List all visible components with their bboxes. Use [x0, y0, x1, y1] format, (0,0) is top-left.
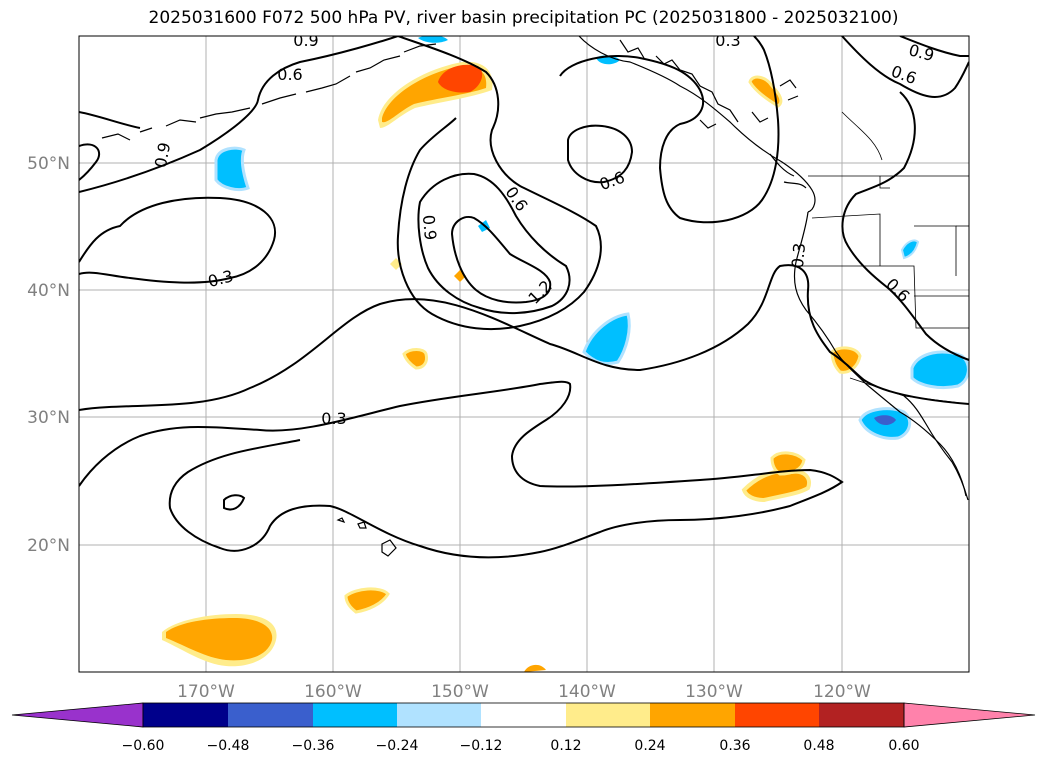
anomaly-top-center — [418, 36, 448, 43]
colorbar-tick: 0.48 — [803, 738, 834, 754]
colorbar-extend-low — [11, 702, 144, 728]
anomaly-arizona — [910, 350, 969, 390]
anomaly-hawaii-south — [344, 587, 390, 614]
colorbar-bin — [819, 703, 904, 727]
contour-label: 0.6 — [889, 62, 919, 89]
lat-label: 20°N — [27, 536, 70, 556]
map-title: 2025031600 F072 500 hPa PV, river basin … — [148, 8, 899, 28]
borders — [800, 111, 969, 405]
anomaly-small-1 — [402, 348, 428, 370]
colorbar-tick: −0.24 — [376, 738, 419, 754]
lon-label: 130°W — [685, 682, 743, 702]
colorbar-tick: 0.60 — [888, 738, 919, 754]
contour-label: 0.3 — [321, 409, 346, 428]
lon-label: 150°W — [431, 682, 489, 702]
colorbar-tick: −0.60 — [122, 738, 165, 754]
colorbar-bin — [143, 703, 228, 727]
anomaly-mid-pacific — [582, 312, 631, 366]
colorbar-tick: −0.48 — [207, 738, 250, 754]
contour-label: 0.9 — [907, 40, 937, 65]
colorbar-extend-high — [903, 702, 1036, 728]
contour-label: 0.3 — [206, 266, 236, 291]
colorbar-tick: −0.12 — [460, 738, 503, 754]
lat-label: 40°N — [27, 281, 70, 301]
anomaly-bottom-edge — [524, 664, 546, 672]
colorbar-tick: 0.24 — [634, 738, 665, 754]
contour-label: 0.6 — [277, 65, 302, 84]
anomaly-canada-coast — [748, 75, 783, 108]
contour-label: 0.6 — [501, 183, 531, 215]
colorbar-bin — [397, 703, 481, 727]
contour-label: 0.3 — [788, 242, 809, 269]
lon-label: 140°W — [558, 682, 616, 702]
precip-anomalies — [162, 36, 969, 672]
pv-contours — [79, 36, 969, 610]
anomaly-hawaii-sw — [162, 614, 277, 667]
colorbar-tick: 0.36 — [719, 738, 750, 754]
contour-label: 1.2 — [524, 276, 555, 307]
colorbar-bin — [566, 703, 650, 727]
colorbar — [11, 702, 1036, 728]
contour-label: 0.9 — [151, 141, 174, 169]
contour-label: 0.3 — [715, 31, 740, 50]
lat-label: 50°N — [27, 154, 70, 174]
anomaly-gulf-california — [858, 407, 912, 440]
contour-label: 0.9 — [293, 31, 318, 50]
colorbar-bin — [481, 703, 566, 727]
contour-label: 0.6 — [882, 274, 913, 305]
colorbar-bin — [735, 703, 819, 727]
anomaly-socal — [830, 346, 862, 374]
anomaly-west-pacific — [214, 146, 250, 192]
lon-label: 120°W — [813, 682, 871, 702]
contour-label: 0.9 — [419, 214, 440, 241]
lat-label: 30°N — [27, 408, 70, 428]
colorbar-bin — [650, 703, 735, 727]
map-frame — [78, 35, 970, 673]
lon-label: 170°W — [177, 682, 235, 702]
colorbar-tick: 0.12 — [550, 738, 581, 754]
lon-label: 160°W — [304, 682, 362, 702]
anomaly-gulf-alaska — [378, 61, 493, 128]
colorbar-bin — [228, 703, 313, 727]
colorbar-bin — [313, 703, 397, 727]
anomaly-utah — [900, 239, 920, 260]
colorbar-tick: −0.36 — [292, 738, 335, 754]
